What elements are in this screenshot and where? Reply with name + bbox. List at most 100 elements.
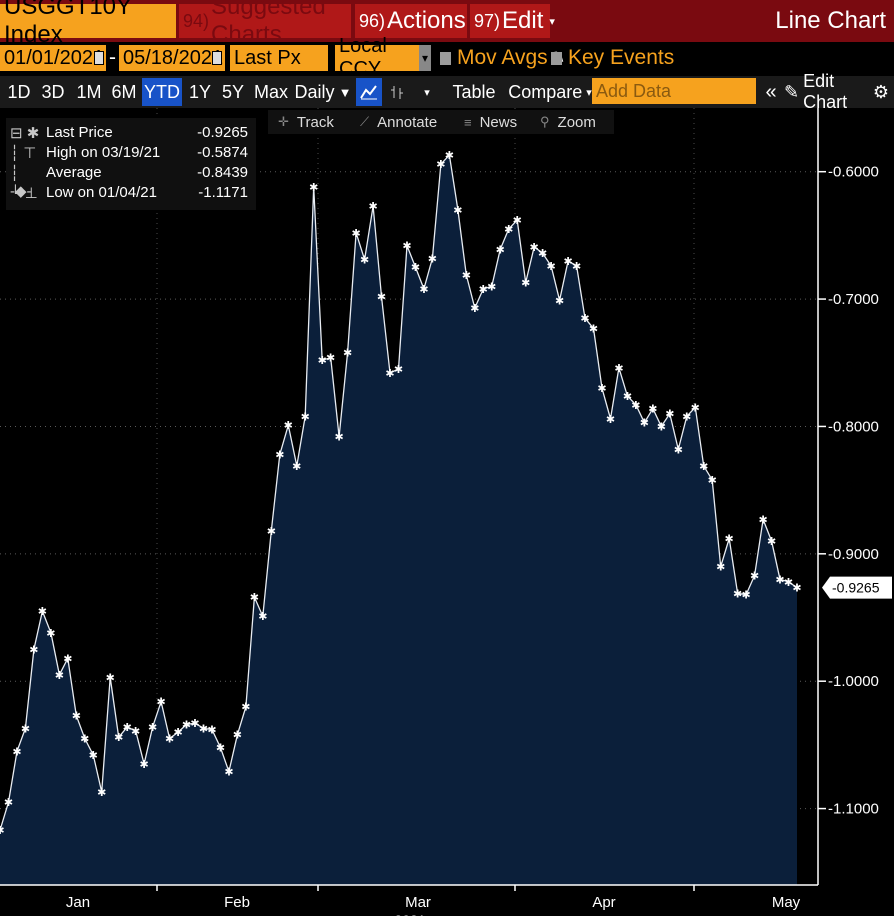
- data-point-marker: ✱: [547, 260, 556, 273]
- data-point-marker: ✱: [716, 561, 725, 574]
- legend-last-price: ⊟ ✱ Last Price -0.9265: [6, 124, 256, 144]
- range-1m-button[interactable]: 1M: [76, 81, 102, 102]
- data-point-marker: ✱: [572, 260, 581, 273]
- start-date-field[interactable]: 01/01/2021: [0, 45, 106, 71]
- edit-menu[interactable]: 97) Edit ▾: [470, 4, 555, 38]
- data-point-marker: ✱: [606, 413, 615, 426]
- legend-avg-value: -0.8439: [197, 164, 248, 181]
- data-point-marker: ✱: [114, 731, 123, 744]
- data-point-marker: ✱: [72, 710, 81, 723]
- compare-menu[interactable]: Compare ▾: [508, 78, 592, 106]
- data-point-marker: ✱: [216, 741, 225, 754]
- actions-label: Actions: [387, 7, 466, 34]
- title-bar: USGGT10Y Index 94) Suggested Charts 96) …: [0, 0, 894, 48]
- data-point-marker: ✱: [428, 252, 437, 265]
- data-point-marker: ✱: [207, 724, 216, 737]
- key-events-toggle[interactable]: Key Events: [551, 45, 674, 71]
- news-tool[interactable]: ≡ News: [464, 112, 517, 132]
- data-point-marker: ✱: [648, 403, 657, 416]
- data-point-marker: ✱: [4, 796, 13, 809]
- last-price-tag-label: -0.9265: [832, 580, 880, 596]
- area-fill: [0, 155, 797, 886]
- suggested-number: 94): [183, 10, 210, 31]
- caret-down-icon: ▾: [586, 86, 592, 99]
- compare-label: Compare: [508, 81, 583, 102]
- legend-low-value: -1.1171: [198, 184, 248, 201]
- data-point-marker: ✱: [733, 587, 742, 600]
- data-point-marker: ✱: [351, 227, 360, 240]
- legend-average: ┆ -◆- Average -0.8439: [6, 164, 256, 200]
- range-ytd-button[interactable]: YTD: [142, 78, 182, 106]
- actions-menu[interactable]: 96) Actions ▾: [355, 4, 477, 38]
- range-6m-button[interactable]: 6M: [111, 81, 137, 102]
- data-point-marker: ✱: [148, 721, 157, 734]
- data-point-marker: ✱: [445, 149, 454, 162]
- range-1y-button[interactable]: 1Y: [188, 81, 212, 102]
- average-marker-icon: ┆ -◆-: [10, 165, 32, 200]
- data-point-marker: ✱: [258, 610, 267, 623]
- legend-low: └ ⊥ Low on 01/04/21 -1.1171: [6, 184, 256, 204]
- data-point-marker: ✱: [284, 419, 293, 432]
- data-point-marker: ✱: [623, 390, 632, 403]
- actions-number: 96): [359, 10, 386, 31]
- data-point-marker: ✱: [80, 733, 89, 746]
- frequency-select[interactable]: Daily ▼: [294, 78, 352, 106]
- chart-style-dropdown-icon[interactable]: ▾: [424, 86, 430, 99]
- data-point-marker: ✱: [504, 223, 513, 236]
- zoom-tool[interactable]: ⚲ Zoom: [540, 112, 596, 132]
- y-tick-label: -0.8000: [828, 418, 879, 435]
- edit-chart-button[interactable]: ✎ Edit Chart: [784, 71, 868, 112]
- mov-avgs-label: Mov Avgs: [457, 46, 548, 69]
- end-date-value: 05/18/2021: [123, 46, 224, 69]
- price-field-select[interactable]: Last Px: [230, 45, 328, 71]
- data-point-marker: ✱: [657, 420, 666, 433]
- price-chart[interactable]: ✱✱✱✱✱✱✱✱✱✱✱✱✱✱✱ ✱✱✱✱✱ ✱✱ ✱ ✱ ✱✱✱✱✱✱✱✱✱✱✱✱✱✱ ✱✱…: [0, 108, 894, 916]
- data-point-marker: ✱: [89, 749, 98, 762]
- calendar-icon[interactable]: [212, 45, 222, 71]
- data-point-marker: ✱: [292, 460, 301, 473]
- data-point-marker: ✱: [343, 347, 352, 360]
- zoom-label: Zoom: [557, 113, 596, 131]
- data-point-marker: ✱: [199, 722, 208, 735]
- bar-chart-icon[interactable]: [384, 78, 410, 106]
- table-button[interactable]: Table: [452, 81, 496, 102]
- range-max-button[interactable]: Max: [253, 81, 288, 102]
- pencil-icon: ✎: [784, 81, 800, 102]
- data-point-marker: ✱: [267, 525, 276, 538]
- settings-row: 01/01/2021 - 05/18/2021 Last Px Local CC…: [0, 35, 894, 80]
- calendar-icon[interactable]: [94, 45, 104, 71]
- data-point-marker: ✱: [318, 354, 327, 367]
- data-point-marker: ✱: [301, 410, 310, 423]
- frequency-label: Daily: [294, 81, 335, 102]
- data-point-marker: ✱: [140, 758, 149, 771]
- data-point-marker: ✱: [487, 280, 496, 293]
- data-point-marker: ✱: [250, 591, 259, 604]
- triangle-down-icon: ▼: [338, 84, 352, 100]
- edit-number: 97): [474, 10, 501, 31]
- start-date-value: 01/01/2021: [4, 46, 105, 69]
- data-point-marker: ✱: [411, 261, 420, 274]
- collapse-icon[interactable]: «: [765, 80, 777, 103]
- add-data-input[interactable]: Add Data: [592, 78, 756, 104]
- range-3d-button[interactable]: 3D: [41, 81, 65, 102]
- data-point-marker: ✱: [182, 719, 191, 732]
- end-date-field[interactable]: 05/18/2021: [119, 45, 225, 71]
- annotate-label: Annotate: [377, 113, 438, 131]
- mov-avgs-toggle[interactable]: Mov Avgs ✎: [440, 45, 565, 71]
- range-1d-button[interactable]: 1D: [7, 81, 31, 102]
- chart-legend: ⊟ ✱ Last Price -0.9265 ┆ ⊤ High on 03/19…: [6, 118, 256, 210]
- data-point-marker: ✱: [521, 277, 530, 290]
- currency-dropdown-icon[interactable]: ▾: [419, 45, 431, 71]
- track-tool[interactable]: ✛ Track: [278, 112, 334, 132]
- data-point-marker: ✱: [682, 410, 691, 423]
- ticker-field[interactable]: USGGT10Y Index: [0, 0, 176, 48]
- data-point-marker: ✱: [665, 408, 674, 421]
- currency-select[interactable]: Local CCY: [335, 35, 419, 80]
- line-chart-icon[interactable]: [356, 78, 382, 106]
- legend-last-label: Last Price: [46, 124, 113, 141]
- range-5y-button[interactable]: 5Y: [221, 81, 245, 102]
- suggested-charts-button[interactable]: 94) Suggested Charts: [179, 0, 351, 48]
- annotate-tool[interactable]: ⟋ Annotate: [360, 112, 437, 132]
- gear-icon[interactable]: ⚙: [872, 81, 890, 102]
- data-point-marker: ✱: [21, 722, 30, 735]
